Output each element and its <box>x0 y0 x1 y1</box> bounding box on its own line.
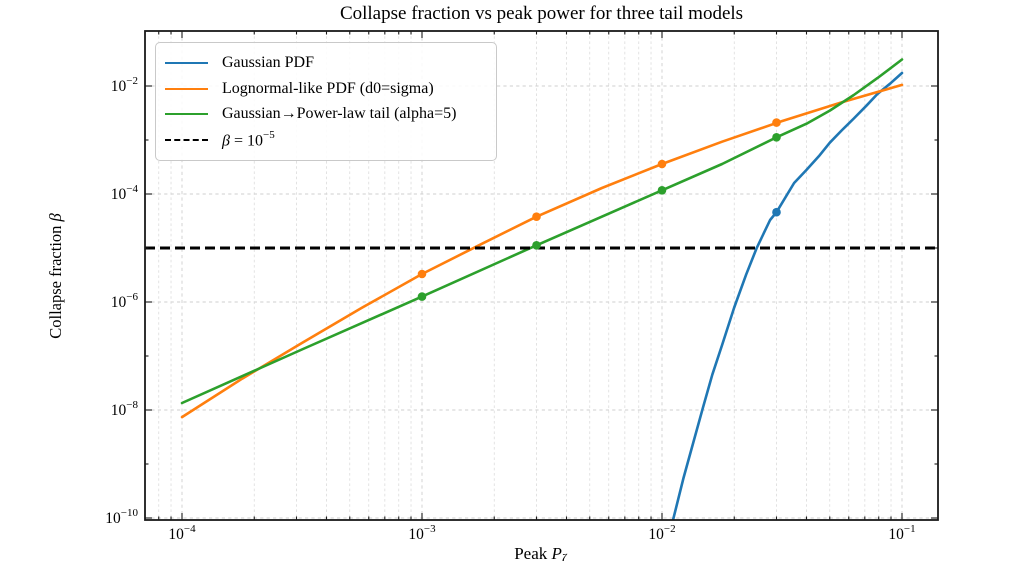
x-axis-label-subscript: ζ <box>561 551 568 561</box>
x-axis-label: Peak Pζ <box>514 544 568 561</box>
series-marker-0 <box>772 207 781 217</box>
legend-item-label: Gaussian→Power-law tail (alpha=5) <box>222 105 457 123</box>
series-marker-2 <box>417 292 427 301</box>
legend-item: Gaussian→Power-law tail (alpha=5) <box>165 102 486 128</box>
x-tick-label: 10−2 <box>648 523 676 544</box>
legend-item: β = 10−5 <box>165 127 486 153</box>
y-tick-label: 10−8 <box>110 399 138 420</box>
series-line-0 <box>671 71 904 520</box>
x-axis-label-text: Peak <box>514 544 552 561</box>
x-axis-label-symbol: P <box>551 544 562 561</box>
legend-line-sample <box>165 113 208 116</box>
legend: Gaussian PDF Lognormal-like PDF (d0=sigma… <box>155 42 497 161</box>
y-tick-label: 10−6 <box>110 291 138 312</box>
legend-item: Gaussian PDF <box>165 50 486 76</box>
series-marker-1 <box>772 118 781 127</box>
chart-title: Collapse fraction vs peak power for thre… <box>339 3 744 24</box>
y-tick-label: 10−10 <box>105 507 138 528</box>
y-axis-label: Collapse fraction β <box>46 213 66 339</box>
legend-item-label: Lognormal-like PDF (d0=sigma) <box>222 79 434 97</box>
series-marker-1 <box>657 159 667 169</box>
y-tick-label: 10−2 <box>110 75 138 96</box>
series-marker-1 <box>532 212 541 221</box>
x-tick-label: 10−3 <box>408 523 436 544</box>
legend-line-sample <box>165 139 208 142</box>
series-marker-2 <box>772 133 781 142</box>
legend-line-sample <box>165 61 208 64</box>
legend-item: Lognormal-like PDF (d0=sigma) <box>165 76 486 102</box>
x-tick-label: 10−1 <box>888 523 916 544</box>
series-marker-2 <box>532 241 541 250</box>
y-axis-label-text: Collapse fraction <box>46 221 65 339</box>
series-line-2 <box>180 58 904 405</box>
y-tick-label: 10−4 <box>110 183 138 204</box>
legend-item-label: β = 10−5 <box>222 128 275 150</box>
axes-spine <box>144 30 939 521</box>
series-marker-1 <box>417 269 427 279</box>
x-tick-label: 10−4 <box>168 523 196 544</box>
legend-item-label: Gaussian PDF <box>222 53 315 71</box>
y-axis-label-symbol: β <box>46 213 65 222</box>
series-marker-2 <box>657 186 667 195</box>
legend-line-sample <box>165 87 208 90</box>
